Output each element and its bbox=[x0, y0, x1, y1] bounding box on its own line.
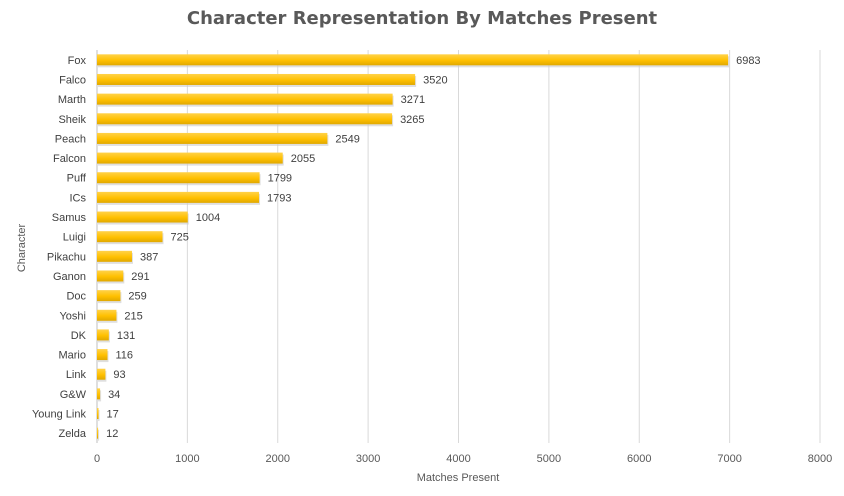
data-label: 2055 bbox=[291, 153, 315, 165]
data-label: 12 bbox=[106, 428, 118, 440]
x-tick-label: 7000 bbox=[717, 453, 741, 465]
bar bbox=[97, 250, 132, 262]
y-tick-label: Zelda bbox=[58, 428, 86, 440]
bar-shadow bbox=[98, 429, 100, 441]
data-label: 3520 bbox=[423, 74, 447, 86]
data-label: 3265 bbox=[400, 114, 424, 126]
data-label: 6983 bbox=[736, 55, 760, 67]
data-label: 116 bbox=[115, 350, 133, 362]
y-tick-label: Luigi bbox=[63, 232, 86, 244]
y-tick-label: Doc bbox=[66, 291, 86, 303]
y-tick-label: Young Link bbox=[32, 409, 87, 421]
y-tick-label: Sheik bbox=[58, 114, 86, 126]
y-tick-label: Link bbox=[66, 369, 87, 381]
bar bbox=[97, 152, 283, 164]
x-tick-label: 0 bbox=[94, 453, 100, 465]
x-tick-label: 5000 bbox=[537, 453, 561, 465]
data-label: 3271 bbox=[401, 94, 425, 106]
labels: 0 1000 2000 3000 4000 5000 6000 7000 8000 Fox 6983… bbox=[32, 55, 832, 465]
bar bbox=[97, 73, 416, 85]
bars bbox=[97, 54, 730, 441]
y-tick-label: Ganon bbox=[53, 271, 86, 283]
y-tick-label: Yoshi bbox=[59, 310, 86, 322]
bar bbox=[97, 408, 99, 420]
data-label: 17 bbox=[107, 409, 119, 421]
bar-shadow bbox=[98, 410, 100, 422]
data-label: 131 bbox=[117, 330, 135, 342]
bar bbox=[97, 211, 188, 223]
y-tick-label: Puff bbox=[67, 173, 87, 185]
y-tick-label: Falco bbox=[59, 74, 86, 86]
bar bbox=[97, 427, 99, 439]
bar bbox=[97, 113, 393, 125]
bar bbox=[97, 349, 108, 361]
x-tick-label: 8000 bbox=[808, 453, 832, 465]
bar bbox=[97, 191, 260, 203]
x-tick-label: 4000 bbox=[446, 453, 470, 465]
x-tick-label: 3000 bbox=[356, 453, 380, 465]
data-label: 725 bbox=[171, 232, 189, 244]
y-tick-label: Mario bbox=[58, 350, 86, 362]
y-tick-label: Fox bbox=[68, 55, 87, 67]
x-tick-label: 6000 bbox=[627, 453, 651, 465]
data-label: 259 bbox=[128, 291, 146, 303]
bar bbox=[97, 132, 328, 144]
bar bbox=[97, 172, 260, 184]
bar bbox=[97, 368, 106, 380]
data-label: 1793 bbox=[267, 192, 291, 204]
data-label: 387 bbox=[140, 251, 158, 263]
bar bbox=[97, 329, 109, 341]
y-tick-label: Falcon bbox=[53, 153, 86, 165]
bar bbox=[97, 309, 117, 321]
chart-title: Character Representation By Matches Pres… bbox=[186, 8, 658, 29]
data-label: 1004 bbox=[196, 212, 220, 224]
data-label: 2549 bbox=[335, 133, 359, 145]
bar bbox=[97, 231, 163, 243]
data-label: 215 bbox=[124, 310, 142, 322]
bar bbox=[97, 93, 393, 105]
data-label: 34 bbox=[108, 389, 120, 401]
x-tick-label: 2000 bbox=[266, 453, 290, 465]
y-tick-label: Samus bbox=[52, 212, 87, 224]
bar bbox=[97, 290, 121, 302]
data-label: 93 bbox=[113, 369, 125, 381]
data-label: 1799 bbox=[268, 173, 292, 185]
bar bbox=[97, 270, 124, 282]
y-axis-title: Character bbox=[16, 224, 28, 273]
y-tick-label: Peach bbox=[55, 133, 86, 145]
y-tick-label: Pikachu bbox=[47, 251, 86, 263]
data-label: 291 bbox=[131, 271, 149, 283]
y-tick-label: ICs bbox=[70, 192, 87, 204]
y-tick-label: Marth bbox=[58, 94, 86, 106]
gridlines bbox=[96, 50, 821, 443]
x-tick-label: 1000 bbox=[175, 453, 199, 465]
x-axis-title: Matches Present bbox=[417, 472, 500, 484]
bar bbox=[97, 388, 101, 400]
y-tick-label: DK bbox=[71, 330, 87, 342]
y-tick-label: G&W bbox=[60, 389, 87, 401]
bar bbox=[97, 54, 729, 66]
